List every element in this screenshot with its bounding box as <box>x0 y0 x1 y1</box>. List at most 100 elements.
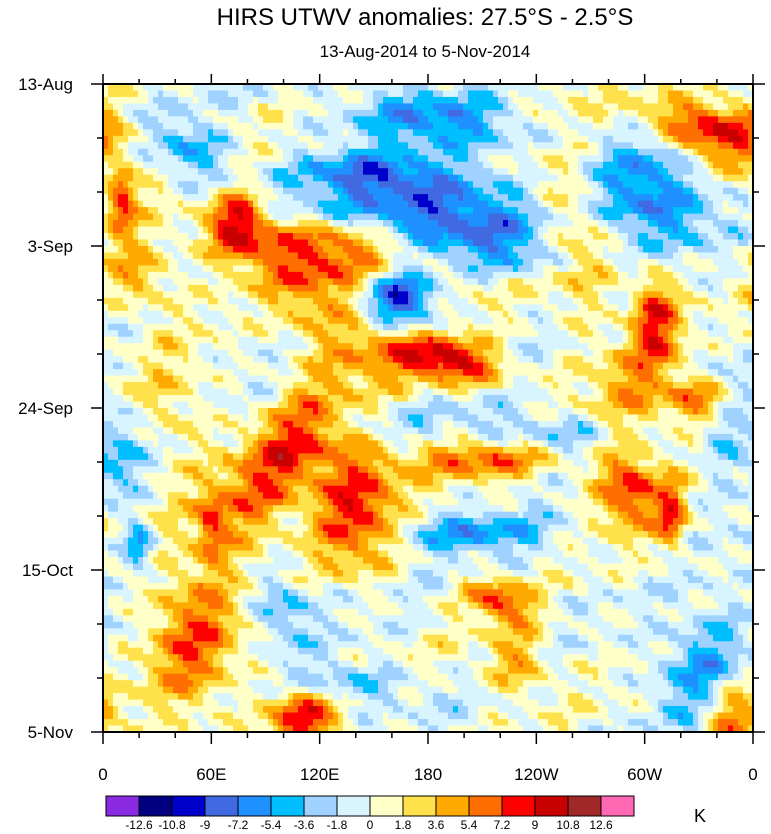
heatmap-cell <box>173 304 179 312</box>
heatmap-cell <box>333 155 339 163</box>
heatmap-cell <box>718 317 724 325</box>
heatmap-cell <box>123 271 129 279</box>
heatmap-cell <box>568 116 574 124</box>
heatmap-cell <box>468 142 474 150</box>
heatmap-cell <box>408 213 414 221</box>
heatmap-cell <box>103 84 109 92</box>
heatmap-cell <box>458 291 464 299</box>
heatmap-cell <box>558 161 564 169</box>
heatmap-cell <box>438 187 444 195</box>
heatmap-cell <box>663 291 669 299</box>
heatmap-cell <box>598 291 604 299</box>
heatmap-cell <box>368 122 374 130</box>
heatmap-cell <box>208 194 214 202</box>
heatmap-cell <box>338 161 344 169</box>
heatmap-cell <box>518 161 524 169</box>
heatmap-cell <box>543 271 549 279</box>
heatmap-cell <box>103 278 109 286</box>
heatmap-cell <box>613 233 619 241</box>
heatmap-cell <box>493 291 499 299</box>
heatmap-cell <box>743 168 749 176</box>
heatmap-cell <box>613 161 619 169</box>
heatmap-cell <box>423 181 429 189</box>
heatmap-cell <box>338 246 344 254</box>
heatmap-cell <box>303 194 309 202</box>
heatmap-cell <box>628 291 634 299</box>
heatmap-cell <box>428 310 434 318</box>
heatmap-cell <box>123 116 129 124</box>
heatmap-cell <box>388 220 394 228</box>
heatmap-cell <box>423 265 429 273</box>
heatmap-cell <box>338 109 344 117</box>
heatmap-cell <box>313 194 319 202</box>
heatmap-cell <box>178 213 184 221</box>
heatmap-cell <box>153 194 159 202</box>
heatmap-cell <box>438 258 444 267</box>
heatmap-cell <box>653 122 659 130</box>
heatmap-cell <box>433 181 439 189</box>
heatmap-cell <box>238 181 244 189</box>
heatmap-cell <box>493 148 499 156</box>
heatmap-cell <box>343 207 349 215</box>
heatmap-cell <box>693 310 699 318</box>
heatmap-cell <box>318 148 324 156</box>
heatmap-cell <box>223 148 229 156</box>
heatmap-cell <box>168 317 174 325</box>
heatmap-cell <box>183 284 189 292</box>
heatmap-cell <box>548 291 554 299</box>
heatmap-cell <box>543 96 549 105</box>
heatmap-cell <box>328 297 334 305</box>
heatmap-cell <box>338 174 344 182</box>
heatmap-cell <box>663 194 669 202</box>
heatmap-cell <box>123 174 129 182</box>
heatmap-cell <box>203 96 209 105</box>
heatmap-cell <box>238 174 244 182</box>
heatmap-cell <box>688 90 694 98</box>
heatmap-cell <box>133 116 139 124</box>
heatmap-cell <box>158 109 164 117</box>
heatmap-cell <box>403 233 409 241</box>
heatmap-cell <box>128 135 134 143</box>
heatmap-cell <box>348 155 354 163</box>
heatmap-cell <box>693 246 699 254</box>
heatmap-cell <box>453 317 459 325</box>
heatmap-cell <box>608 258 614 267</box>
heatmap-cell <box>358 220 364 228</box>
heatmap-cell <box>148 116 154 124</box>
heatmap-cell <box>168 207 174 215</box>
heatmap-cell <box>293 213 299 221</box>
heatmap-cell <box>448 317 454 325</box>
heatmap-cell <box>393 271 399 279</box>
heatmap-cell <box>573 304 579 312</box>
heatmap-cell <box>308 233 314 241</box>
heatmap-cell <box>118 129 124 137</box>
heatmap-cell <box>303 90 309 98</box>
heatmap-cell <box>633 310 639 318</box>
heatmap-cell <box>133 246 139 254</box>
heatmap-cell <box>573 246 579 254</box>
heatmap-cell <box>478 252 484 260</box>
heatmap-cell <box>143 103 149 111</box>
heatmap-cell <box>148 330 154 338</box>
heatmap-cell <box>418 317 424 325</box>
heatmap-cell <box>683 317 689 325</box>
heatmap-cell <box>598 226 604 234</box>
heatmap-cell <box>733 291 739 299</box>
heatmap-cell <box>283 323 289 331</box>
heatmap-cell <box>188 200 194 208</box>
heatmap-cell <box>738 90 744 98</box>
heatmap-cell <box>178 278 184 286</box>
heatmap-cell <box>743 297 749 305</box>
heatmap-cell <box>138 174 144 182</box>
heatmap-cell <box>223 213 229 221</box>
heatmap-cell <box>323 168 329 176</box>
heatmap-cell <box>713 155 719 163</box>
heatmap-cell <box>538 226 544 234</box>
heatmap-cell <box>303 155 309 163</box>
heatmap-cell <box>583 168 589 176</box>
heatmap-cell <box>183 129 189 137</box>
heatmap-cell <box>228 181 234 189</box>
heatmap-cell <box>718 226 724 234</box>
heatmap-cell <box>508 233 514 241</box>
heatmap-cell <box>558 135 564 143</box>
